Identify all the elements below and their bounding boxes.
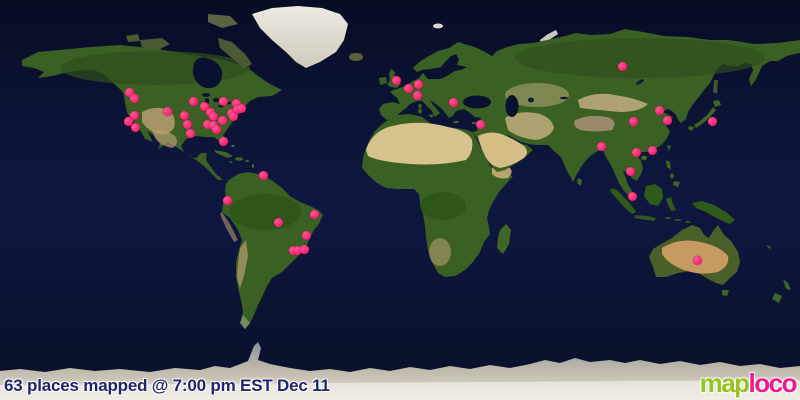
map-marker [124, 87, 134, 97]
map-marker [625, 166, 635, 176]
map-marker [123, 116, 133, 126]
map-marker [208, 111, 218, 121]
map-marker [199, 101, 209, 111]
map-marker [202, 119, 212, 129]
map-marker [236, 103, 246, 113]
map-marker [647, 145, 657, 155]
logo-part-loco: loco [748, 368, 798, 398]
map-marker [617, 61, 627, 71]
map-marker [412, 90, 422, 100]
map-caption-text: 63 places mapped @ 7:00 pm EST Dec 11 [4, 376, 330, 395]
map-marker [188, 96, 198, 106]
map-marker [185, 128, 195, 138]
map-marker [182, 119, 192, 129]
map-marker [129, 110, 139, 120]
map-marker [217, 115, 227, 125]
map-marker [273, 217, 283, 227]
map-marker [179, 110, 189, 120]
map-marker [222, 195, 232, 205]
map-marker [403, 83, 413, 93]
map-marker [130, 122, 140, 132]
map-marker [692, 255, 702, 265]
map-marker [258, 170, 268, 180]
map-marker [662, 115, 672, 125]
map-marker [218, 136, 228, 146]
map-marker [292, 245, 302, 255]
map-marker [475, 119, 485, 129]
map-marker [413, 79, 423, 89]
map-marker [631, 147, 641, 157]
map-marker [448, 97, 458, 107]
map-marker [301, 230, 311, 240]
map-marker [299, 244, 309, 254]
map-caption: 63 places mapped @ 7:00 pm EST Dec 11 [4, 376, 330, 396]
logo-part-map: map [699, 368, 750, 398]
map-marker [654, 105, 664, 115]
map-marker [228, 111, 238, 121]
map-marker [218, 96, 228, 106]
map-marker [231, 98, 241, 108]
map-marker [162, 106, 172, 116]
map-marker [129, 93, 139, 103]
map-marker [309, 209, 319, 219]
maploco-logo: maploco [699, 368, 798, 399]
map-marker [707, 116, 717, 126]
map-marker [628, 116, 638, 126]
map-marker [211, 124, 221, 134]
map-marker [596, 141, 606, 151]
map-marker [391, 75, 401, 85]
map-marker [627, 191, 637, 201]
